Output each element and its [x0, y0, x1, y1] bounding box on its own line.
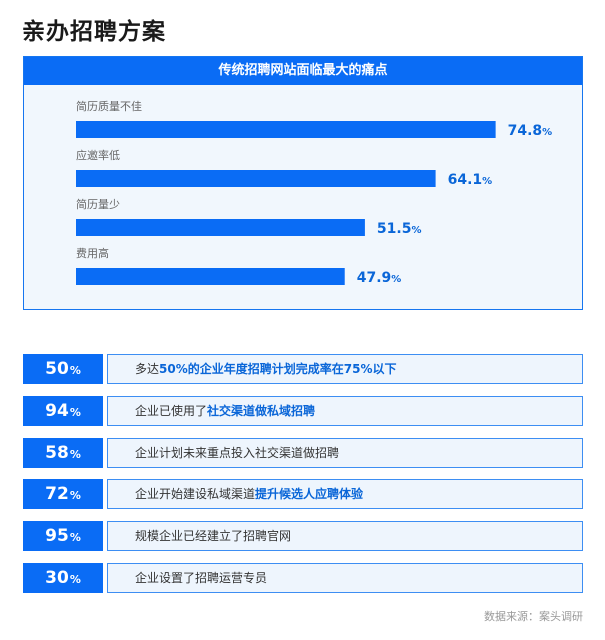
stat-percentage-unit: % — [69, 573, 81, 586]
bar-value-label: 51.5% — [377, 221, 422, 237]
stat-highlight-text: 提升候选人应聘体验 — [255, 487, 364, 501]
stat-description: 多达50%的企业年度招聘计划完成率在75%以下 — [107, 354, 583, 384]
stat-percentage: 94% — [23, 396, 103, 426]
stat-percentage-number: 94 — [45, 401, 69, 421]
stat-percentage-number: 50 — [45, 359, 69, 379]
stat-description: 企业设置了招聘运营专员 — [107, 563, 583, 593]
bar-category-label: 应邀率低 — [76, 148, 120, 162]
bar-value-label: 47.9% — [357, 270, 402, 286]
bar — [76, 170, 436, 187]
stat-percentage-unit: % — [69, 531, 81, 544]
stat-percentage-number: 95 — [45, 526, 69, 546]
page-title: 亲办招聘方案 — [22, 19, 166, 45]
stat-percentage-unit: % — [69, 489, 81, 502]
stat-description: 企业已使用了社交渠道做私域招聘 — [107, 396, 583, 426]
stat-percentage: 58% — [23, 438, 103, 468]
stat-text: 企业设置了招聘运营专员 — [135, 571, 268, 585]
stat-highlight-text: 社交渠道做私域招聘 — [207, 404, 316, 418]
bar-chart: 简历质量不佳 74.8% 应邀率低 64.1% 简历量少 51.5% 费用高 47.9% — [76, 99, 553, 286]
stat-text: 多达 — [135, 362, 160, 376]
stat-description: 企业开始建设私域渠道提升候选人应聘体验 — [107, 479, 583, 509]
stat-text: 企业计划未来重点投入社交渠道做招聘 — [135, 446, 340, 460]
stat-percentage-unit: % — [69, 364, 81, 377]
stat-percentage: 50% — [23, 354, 103, 384]
stat-percentage-unit: % — [69, 406, 81, 419]
bar — [76, 219, 365, 236]
stat-row: 95% 规模企业已经建立了招聘官网 — [23, 521, 583, 551]
stat-row: 50% 多达50%的企业年度招聘计划完成率在75%以下 — [23, 354, 583, 384]
stat-percentage-unit: % — [69, 448, 81, 461]
stat-percentage-number: 30 — [45, 568, 69, 588]
stat-row: 58% 企业计划未来重点投入社交渠道做招聘 — [23, 438, 583, 468]
stat-text: 企业已使用了 — [135, 404, 208, 418]
stat-text: 规模企业已经建立了招聘官网 — [135, 529, 292, 543]
bar — [76, 268, 345, 285]
chart-title: 传统招聘网站面临最大的痛点 — [24, 57, 582, 85]
stat-percentage: 72% — [23, 479, 103, 509]
stat-percentage-number: 58 — [45, 443, 69, 463]
stat-highlight-text: 50%的企业年度招聘计划完成率在75%以下 — [159, 362, 397, 376]
chart-panel: 传统招聘网站面临最大的痛点 简历质量不佳 74.8% 应邀率低 64.1% 简历量少 51… — [23, 56, 583, 310]
bar-value-label: 74.8% — [508, 123, 553, 139]
stat-description: 企业计划未来重点投入社交渠道做招聘 — [107, 438, 583, 468]
bar-value-label: 64.1% — [448, 172, 493, 188]
stat-row: 72% 企业开始建设私域渠道提升候选人应聘体验 — [23, 479, 583, 509]
stat-row: 30% 企业设置了招聘运营专员 — [23, 563, 583, 593]
bar-category-label: 简历质量不佳 — [76, 99, 142, 113]
stat-percentage-number: 72 — [45, 484, 69, 504]
stat-row: 94% 企业已使用了社交渠道做私域招聘 — [23, 396, 583, 426]
bar-category-label: 费用高 — [76, 246, 109, 260]
bar-category-label: 简历量少 — [76, 197, 120, 211]
stat-percentage: 95% — [23, 521, 103, 551]
bar — [76, 121, 496, 138]
data-source-note: 数据来源：案头调研 — [484, 610, 583, 623]
stat-percentage: 30% — [23, 563, 103, 593]
stat-text: 企业开始建设私域渠道 — [135, 487, 256, 501]
stat-description: 规模企业已经建立了招聘官网 — [107, 521, 583, 551]
